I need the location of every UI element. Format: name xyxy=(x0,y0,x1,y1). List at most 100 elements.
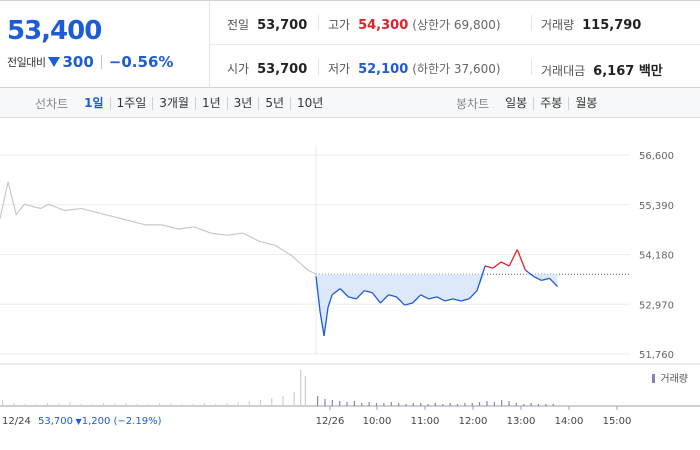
stock-summary: 53,400 전일대비 300 −0.56% 전일 53,700 고가 54,300… xyxy=(0,0,700,89)
stat-value: 52,100 xyxy=(358,62,409,77)
tab-candle-0[interactable]: 일봉 xyxy=(505,96,528,110)
volume-bar xyxy=(508,401,510,406)
x-tick-label: 14:00 xyxy=(555,416,584,427)
today-line-segment xyxy=(500,261,510,267)
note-price: 53,700 xyxy=(38,416,73,427)
divider xyxy=(318,15,319,31)
volume-bar xyxy=(530,403,532,406)
volume-bar xyxy=(442,404,444,406)
tab-line-3[interactable]: 1년 xyxy=(194,97,227,110)
today-line-segment xyxy=(396,296,406,306)
volume-bar xyxy=(420,403,422,406)
today-line-segment xyxy=(355,290,365,300)
volume-bar xyxy=(390,402,392,406)
today-line-segment xyxy=(541,277,550,282)
down-arrow-icon: ▼ xyxy=(73,417,83,426)
stat-volume: 거래량 115,790 xyxy=(541,16,641,33)
period-tab-bar: 선차트 1일 1주일 3개월 1년 3년 5년 10년 봉차트 일봉 주봉 월봉 xyxy=(0,88,700,118)
volume-bar xyxy=(181,404,183,406)
stat-sub: (상한가 69,800) xyxy=(412,18,501,32)
x-tick-label: 12/26 xyxy=(316,416,345,427)
previous-day-note: 12/24 53,700 ▼1,200 (−2.19%) xyxy=(2,416,162,427)
tab-candle-1[interactable]: 주봉 xyxy=(533,97,568,110)
volume-bar xyxy=(13,403,15,406)
note-percent: (−2.19%) xyxy=(110,416,161,427)
stat-label: 거래량 xyxy=(541,18,575,32)
volume-bar xyxy=(24,404,26,406)
today-line-segment xyxy=(379,294,389,304)
stat-value: 115,790 xyxy=(582,18,642,33)
change-value: 300 xyxy=(62,53,94,71)
today-line-segment xyxy=(339,288,349,298)
stat-label: 시가 xyxy=(227,62,250,76)
below-base-fill xyxy=(316,274,558,336)
volume-bar xyxy=(331,400,333,406)
today-line-segment xyxy=(428,296,437,300)
y-tick-label: 52,970 xyxy=(639,300,674,311)
line-chart-tabs: 선차트 1일 1주일 3개월 1년 3년 5년 10년 xyxy=(35,95,329,112)
divider xyxy=(100,55,102,69)
volume-bar xyxy=(537,404,540,406)
volume-bar xyxy=(192,404,194,406)
price-box: 53,400 전일대비 300 −0.56% xyxy=(0,1,210,89)
divider xyxy=(531,59,532,75)
y-tick-label: 51,760 xyxy=(639,350,674,361)
volume-bar xyxy=(552,404,554,406)
stat-label: 저가 xyxy=(328,62,351,76)
today-line-segment xyxy=(404,302,413,306)
tab-line-1[interactable]: 1주일 xyxy=(109,97,153,110)
today-line-segment xyxy=(348,296,357,300)
volume-bar xyxy=(339,401,341,406)
tab-line-0[interactable]: 1일 xyxy=(84,96,104,110)
tab-line-2[interactable]: 3개월 xyxy=(152,97,195,110)
volume-bar xyxy=(383,403,385,406)
stat-label: 고가 xyxy=(328,18,351,32)
today-line-segment xyxy=(468,290,478,300)
volume-bar xyxy=(361,403,363,406)
volume-bar xyxy=(2,400,4,406)
volume-bar xyxy=(412,403,414,406)
change-percent: −0.56% xyxy=(108,53,174,71)
volume-bar xyxy=(324,399,326,406)
tab-line-6[interactable]: 10년 xyxy=(290,97,329,110)
tab-line-4[interactable]: 3년 xyxy=(226,97,259,110)
tab-line-5[interactable]: 5년 xyxy=(258,97,290,110)
today-line-segment xyxy=(323,307,329,336)
tab-candle-2[interactable]: 월봉 xyxy=(568,97,603,110)
volume-bar xyxy=(102,403,105,406)
stat-label: 전일 xyxy=(227,18,250,32)
volume-bar xyxy=(346,402,348,406)
today-line-segment xyxy=(436,296,446,302)
today-line-segment xyxy=(364,290,373,294)
today-line-segment xyxy=(444,298,454,302)
divider xyxy=(318,59,319,75)
stat-value: 6,167 백만 xyxy=(593,64,663,79)
stat-amount: 거래대금 6,167 백만 xyxy=(541,60,663,79)
today-line-segment xyxy=(371,292,381,304)
volume-bar xyxy=(293,392,295,406)
volume-bar xyxy=(486,401,488,406)
volume-legend-swatch xyxy=(652,374,655,383)
today-line-segment xyxy=(319,311,325,337)
volume-bar xyxy=(91,404,93,406)
volume-bar xyxy=(398,403,400,406)
volume-bar xyxy=(368,402,370,406)
x-tick-label: 13:00 xyxy=(507,416,536,427)
stat-low: 저가 52,100 (하한가 37,600) xyxy=(328,60,501,77)
divider xyxy=(531,15,532,31)
volume-bar xyxy=(114,404,116,406)
volume-bar xyxy=(545,404,547,406)
price-chart[interactable]: 56,600 55,390 54,180 52,970 51,760 거래량 12/26 10… xyxy=(0,118,700,450)
today-line-segment xyxy=(327,294,333,308)
note-date: 12/24 xyxy=(2,416,34,427)
candle-chart-tabs: 봉차트 일봉 주봉 월봉 xyxy=(456,95,603,112)
stat-sub: (하한가 37,600) xyxy=(412,62,501,76)
today-line-segment xyxy=(315,276,321,312)
volume-bar xyxy=(375,403,378,406)
volume-bar xyxy=(147,404,149,406)
volume-bar xyxy=(159,403,161,406)
x-tick-label: 12:00 xyxy=(459,416,488,427)
volume-bar xyxy=(69,402,71,406)
stat-label: 거래대금 xyxy=(541,64,586,78)
today-line-segment xyxy=(533,275,542,281)
